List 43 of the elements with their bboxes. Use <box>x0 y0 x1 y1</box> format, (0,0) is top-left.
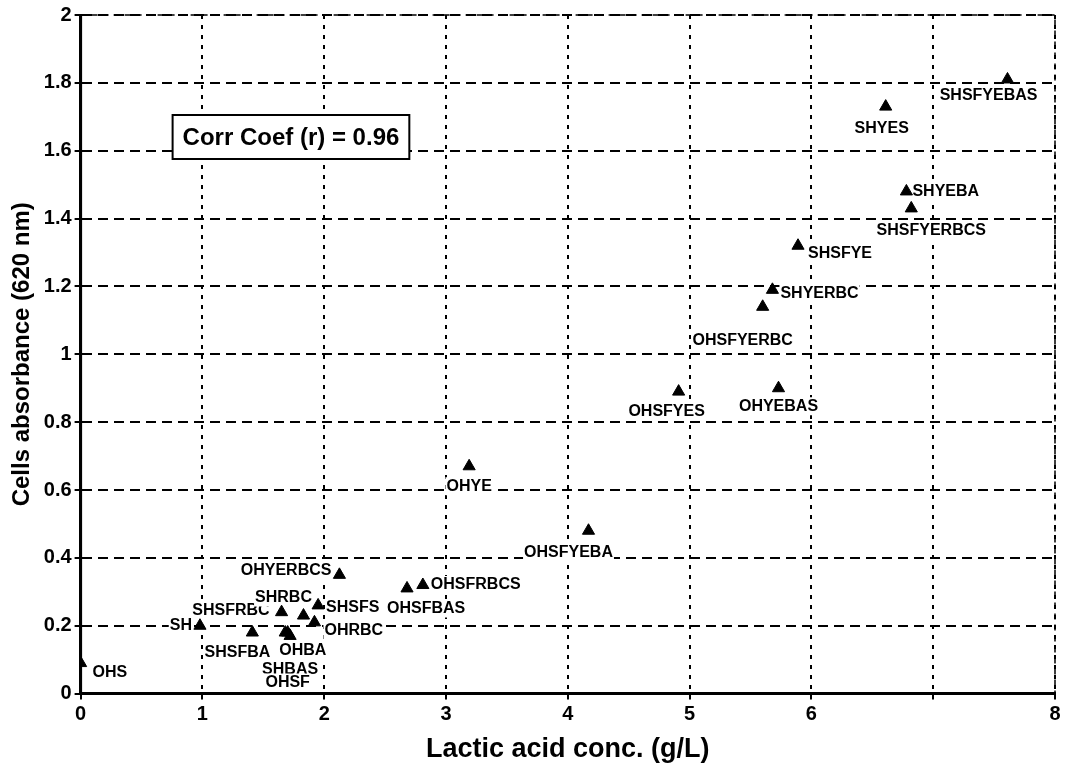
annotation: OHYERBCS <box>240 561 332 579</box>
x-tick-label: 6 <box>805 702 817 725</box>
y-tick-label: 0.4 <box>43 545 73 568</box>
x-tick-label: 3 <box>440 702 452 725</box>
annotation: SHSFYE <box>808 244 873 262</box>
x-tick-label: 1 <box>196 702 208 725</box>
y-tick-label: 2 <box>60 2 72 25</box>
annotation: SHSFBA <box>204 642 271 660</box>
annotation: SHYERBC <box>780 284 860 302</box>
y-tick-label: 0.2 <box>43 613 72 636</box>
annotation: SHYES <box>854 119 910 137</box>
y-tick-label: 1.8 <box>43 70 72 93</box>
annotation: OHRBC <box>324 620 384 638</box>
annotation: SHSFYEBAS <box>939 85 1038 103</box>
annotation: OHSFYERBC <box>692 331 794 349</box>
annotation: SHSFS <box>326 597 380 615</box>
y-tick-label: 0.8 <box>43 409 72 432</box>
x-tick-label: 2 <box>318 702 330 725</box>
x-tick-label: 5 <box>684 702 696 725</box>
annotation: OHSFYEBA <box>524 543 614 561</box>
x-tick-label: 4 <box>562 702 575 725</box>
annotation: OHS <box>92 663 128 681</box>
y-tick-label: 1.2 <box>43 273 72 296</box>
annotation: SHYEBA <box>912 181 980 199</box>
x-tick-label: 8 <box>1049 702 1061 725</box>
annotation: OHBA <box>279 640 327 658</box>
annotation: OHYE <box>446 476 493 494</box>
annotation: OHSFRBCS <box>430 575 521 593</box>
y-tick-label: 0.6 <box>43 477 72 500</box>
y-tick-label: 1.4 <box>43 206 73 229</box>
y-axis-title: Cells absorbance (620 nm) <box>7 202 35 507</box>
annotation: Corr Coef (r) = 0.96 <box>182 122 400 150</box>
y-tick-label: 1.6 <box>43 138 72 161</box>
annotation: SHSFYERBCS <box>876 220 987 238</box>
x-axis-title: Lactic acid conc. (g/L) <box>426 733 710 764</box>
annotation: OHYEBAS <box>738 396 819 414</box>
annotation: SH <box>169 616 192 634</box>
annotation: OHSFYES <box>628 402 706 420</box>
y-tick-label: 1 <box>60 341 72 364</box>
annotation: SHRBC <box>255 587 313 605</box>
annotation: OHSFBAS <box>387 598 466 616</box>
x-tick-label: 0 <box>75 702 87 725</box>
y-tick-label: 0 <box>60 681 72 704</box>
